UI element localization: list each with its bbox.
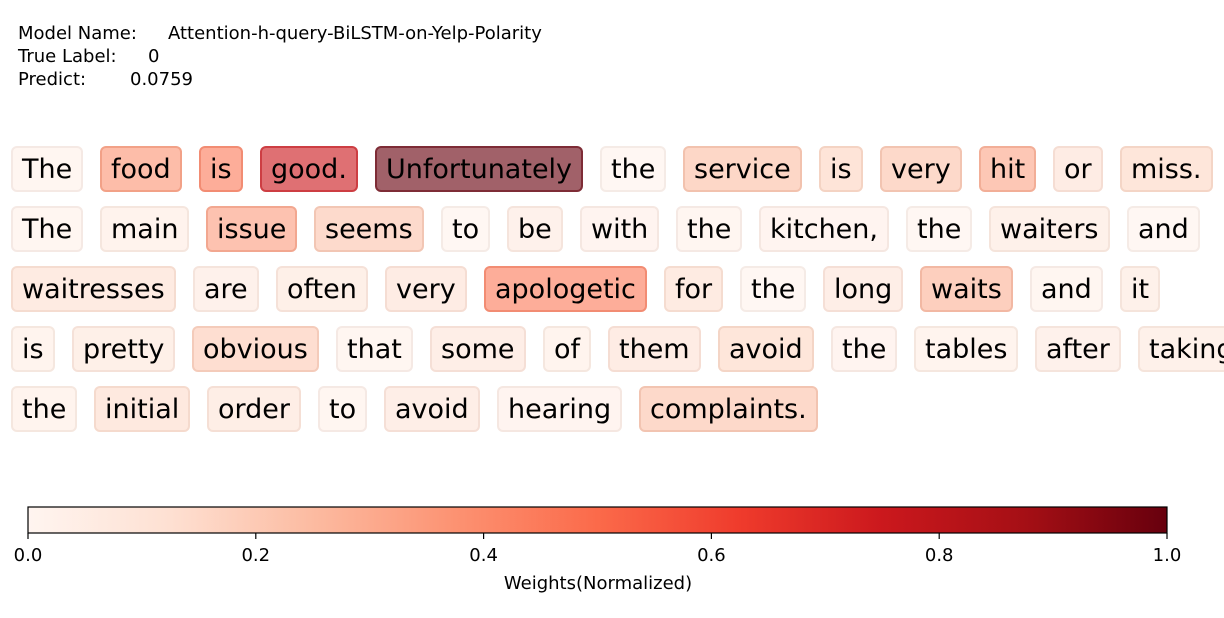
true-label-label: True Label:: [18, 46, 117, 67]
token-1-1: main: [100, 206, 190, 252]
token-4-1: initial: [94, 386, 191, 432]
token-3-1: pretty: [72, 326, 176, 372]
token-2-1: are: [193, 266, 259, 312]
token-0-4: Unfortunately: [375, 146, 584, 192]
token-0-2: is: [199, 146, 243, 192]
token-4-3: to: [318, 386, 368, 432]
model-name-row: Model Name: Attention-h-query-BiLSTM-on-Y…: [18, 22, 542, 45]
model-name-label: Model Name:: [18, 23, 137, 44]
token-4-0: the: [11, 386, 78, 432]
token-2-5: for: [664, 266, 724, 312]
colorbar-label: Weights(Normalized): [503, 573, 693, 594]
colorbar-tick-label-4: 0.8: [925, 545, 954, 566]
token-4-6: complaints.: [639, 386, 818, 432]
token-0-5: the: [600, 146, 667, 192]
token-3-2: obvious: [192, 326, 319, 372]
token-3-5: of: [543, 326, 592, 372]
token-3-6: them: [608, 326, 701, 372]
token-2-10: it: [1120, 266, 1161, 312]
token-1-4: to: [441, 206, 491, 252]
colorbar: 0.0 0.2 0.4 0.6 0.8 1.0: [14, 506, 1182, 566]
token-1-2: issue: [206, 206, 298, 252]
token-4-5: hearing: [497, 386, 623, 432]
predict-label: Predict:: [18, 69, 87, 90]
token-0-10: or: [1053, 146, 1103, 192]
true-label-row: True Label: 0: [18, 45, 542, 68]
token-2-7: long: [823, 266, 904, 312]
token-3-4: some: [430, 326, 526, 372]
token-0-0: The: [11, 146, 84, 192]
model-name-value: Attention-h-query-BiLSTM-on-Yelp-Polarit…: [168, 23, 542, 44]
token-4-4: avoid: [384, 386, 480, 432]
colorbar-tick-label-1: 0.2: [241, 545, 270, 566]
token-3-3: that: [336, 326, 413, 372]
colorbar-tick-label-0: 0.0: [14, 545, 43, 566]
token-4-2: order: [207, 386, 301, 432]
figure-header: Model Name: Attention-h-query-BiLSTM-on-Y…: [18, 22, 542, 91]
token-0-7: is: [819, 146, 863, 192]
token-1-10: waiters: [989, 206, 1110, 252]
token-1-5: be: [507, 206, 563, 252]
colorbar-gradient: [27, 506, 1168, 534]
token-0-1: food: [100, 146, 182, 192]
token-2-3: very: [385, 266, 467, 312]
colorbar-ticks: 0.0 0.2 0.4 0.6 0.8 1.0: [14, 533, 1182, 566]
token-2-8: waits: [920, 266, 1013, 312]
token-3-11: taking: [1138, 326, 1224, 372]
token-1-11: and: [1127, 206, 1200, 252]
token-0-3: good.: [260, 146, 358, 192]
colorbar-tick-label-5: 1.0: [1153, 545, 1182, 566]
token-3-0: is: [11, 326, 55, 372]
token-attention-area: The food is good. Unfortunately the service is v…: [11, 146, 1224, 432]
colorbar-tick-label-2: 0.4: [469, 545, 498, 566]
token-1-0: The: [11, 206, 84, 252]
token-2-4: apologetic: [484, 266, 647, 312]
token-0-11: miss.: [1120, 146, 1213, 192]
token-3-8: the: [831, 326, 898, 372]
token-0-8: very: [880, 146, 962, 192]
token-3-7: avoid: [718, 326, 814, 372]
token-1-6: with: [580, 206, 660, 252]
token-0-9: hit: [979, 146, 1037, 192]
token-1-9: the: [906, 206, 973, 252]
token-2-2: often: [276, 266, 368, 312]
token-3-9: tables: [914, 326, 1019, 372]
token-1-8: kitchen,: [759, 206, 889, 252]
token-2-6: the: [740, 266, 807, 312]
predict-row: Predict: 0.0759: [18, 68, 542, 91]
token-2-0: waitresses: [11, 266, 176, 312]
token-3-10: after: [1035, 326, 1121, 372]
colorbar-tick-label-3: 0.6: [697, 545, 726, 566]
token-1-3: seems: [314, 206, 424, 252]
token-1-7: the: [676, 206, 743, 252]
predict-value: 0.0759: [130, 69, 193, 90]
true-label-value: 0: [148, 46, 160, 67]
token-0-6: service: [683, 146, 802, 192]
token-2-9: and: [1030, 266, 1103, 312]
